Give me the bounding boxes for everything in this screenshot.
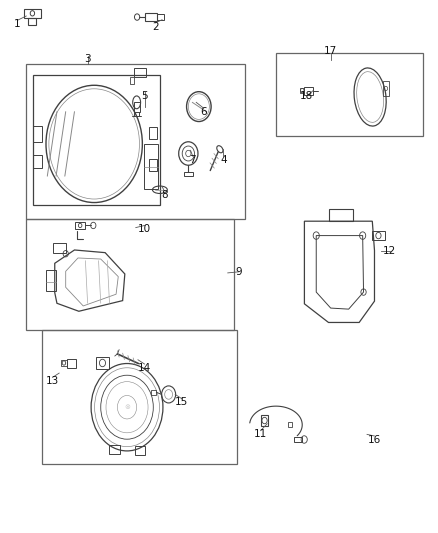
- Text: 6: 6: [200, 107, 207, 117]
- Text: 12: 12: [383, 246, 396, 255]
- Bar: [300, 88, 304, 93]
- Bar: [151, 390, 156, 395]
- Bar: [261, 415, 268, 426]
- Text: 15: 15: [175, 398, 188, 407]
- Bar: [26, 64, 245, 219]
- Bar: [24, 9, 41, 18]
- Bar: [46, 270, 56, 291]
- Text: 8: 8: [161, 190, 168, 199]
- Text: 13: 13: [46, 376, 59, 386]
- Text: 5: 5: [141, 91, 148, 101]
- Text: 14: 14: [138, 363, 151, 373]
- Bar: [75, 222, 85, 229]
- Bar: [134, 102, 140, 112]
- Bar: [26, 219, 234, 330]
- Bar: [383, 81, 389, 96]
- Bar: [149, 127, 157, 139]
- Text: 18: 18: [300, 91, 313, 101]
- Bar: [145, 13, 157, 21]
- Text: 16: 16: [368, 435, 381, 445]
- Bar: [130, 77, 134, 84]
- Text: 10: 10: [138, 224, 151, 234]
- Bar: [53, 243, 66, 253]
- Bar: [61, 360, 67, 366]
- Bar: [135, 446, 145, 455]
- Bar: [28, 18, 36, 25]
- Text: ⊗: ⊗: [124, 404, 130, 410]
- Bar: [276, 53, 423, 136]
- Text: 11: 11: [254, 430, 267, 439]
- Text: 4: 4: [220, 155, 227, 165]
- Text: 7: 7: [189, 155, 196, 165]
- Text: 2: 2: [152, 22, 159, 31]
- Text: 17: 17: [324, 46, 337, 55]
- Bar: [328, 209, 353, 221]
- Bar: [157, 14, 164, 20]
- Bar: [372, 231, 385, 240]
- Bar: [134, 68, 146, 77]
- Bar: [288, 422, 292, 427]
- Bar: [96, 357, 109, 369]
- Bar: [42, 330, 237, 464]
- Bar: [144, 144, 158, 189]
- Text: 1: 1: [14, 19, 21, 29]
- Bar: [184, 172, 193, 176]
- Bar: [33, 155, 42, 168]
- Bar: [294, 437, 302, 442]
- Bar: [149, 159, 157, 171]
- Bar: [110, 445, 120, 454]
- Text: 3: 3: [84, 54, 91, 63]
- Bar: [304, 87, 313, 95]
- Bar: [33, 126, 42, 142]
- Bar: [67, 359, 76, 368]
- Bar: [33, 75, 160, 205]
- Text: 9: 9: [235, 267, 242, 277]
